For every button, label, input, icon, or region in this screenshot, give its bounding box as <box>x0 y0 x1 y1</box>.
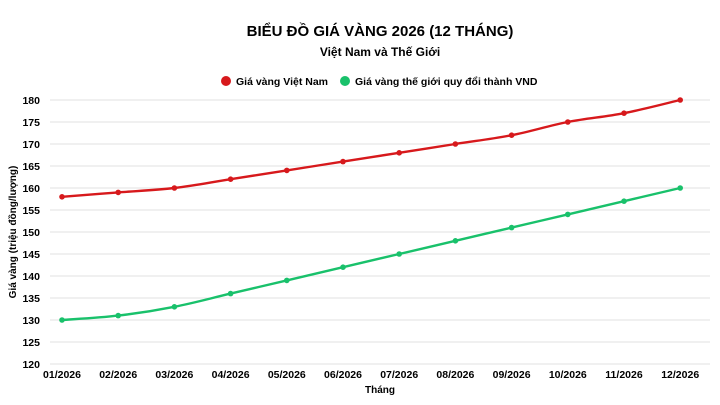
legend-item-world[interactable]: Giá vàng thế giới quy đổi thành VND <box>340 76 538 88</box>
legend-item-vietnam[interactable]: Giá vàng Việt Nam <box>221 76 328 88</box>
point-vietnam-12 <box>677 97 683 103</box>
point-vietnam-2 <box>115 189 121 196</box>
point-world-1 <box>59 317 65 323</box>
point-vietnam-11 <box>621 110 627 116</box>
point-world-10 <box>565 211 571 218</box>
point-world-7 <box>396 251 403 257</box>
y-tick-label: 165 <box>22 161 40 173</box>
y-tick-label: 120 <box>22 359 40 371</box>
legend: Giá vàng Việt Nam Giá vàng thế giới quy … <box>221 76 538 88</box>
y-tick-label: 145 <box>22 249 40 261</box>
point-world-5 <box>284 277 290 284</box>
chart-subtitle: Việt Nam và Thế Giới <box>320 45 440 59</box>
x-axis-ticks: 01/2026 02/2026 03/2026 04/2026 05/2026 06/20… <box>43 369 699 381</box>
x-tick-label: 04/2026 <box>212 369 250 381</box>
point-world-9 <box>508 224 515 231</box>
chart-title: BIỂU ĐỒ GIÁ VÀNG 2026 (12 THÁNG) <box>247 22 514 40</box>
point-vietnam-10 <box>565 119 571 125</box>
point-world-12 <box>677 185 683 191</box>
x-tick-label: 10/2026 <box>549 369 587 381</box>
point-world-11 <box>621 198 627 204</box>
legend-marker-world <box>340 76 350 86</box>
x-tick-label: 11/2026 <box>605 369 643 381</box>
point-vietnam-3 <box>171 185 178 191</box>
x-tick-label: 06/2026 <box>324 369 362 381</box>
point-vietnam-1 <box>59 194 65 200</box>
point-vietnam-9 <box>508 132 515 138</box>
point-vietnam-7 <box>396 150 403 156</box>
series-line-vietnam <box>60 98 682 198</box>
point-vietnam-8 <box>452 141 459 147</box>
point-world-6 <box>340 264 346 271</box>
point-vietnam-5 <box>284 167 290 174</box>
point-world-4 <box>227 290 234 297</box>
y-tick-label: 130 <box>22 315 40 327</box>
grid-lines <box>50 99 710 365</box>
y-tick-label: 150 <box>22 227 40 239</box>
y-tick-label: 175 <box>22 117 40 129</box>
x-tick-label: 08/2026 <box>436 369 474 381</box>
y-tick-label: 125 <box>22 337 40 349</box>
point-world-3 <box>171 304 178 310</box>
series-layer <box>59 97 683 323</box>
y-tick-label: 160 <box>22 183 40 195</box>
legend-marker-vietnam <box>221 76 231 86</box>
y-tick-label: 155 <box>22 205 40 217</box>
y-tick-label: 135 <box>22 293 40 305</box>
point-world-2 <box>115 312 121 319</box>
y-tick-label: 180 <box>22 95 40 107</box>
point-world-8 <box>452 238 459 244</box>
x-tick-label: 03/2026 <box>155 369 193 381</box>
x-tick-label: 02/2026 <box>99 369 137 381</box>
y-tick-label: 140 <box>22 271 40 283</box>
x-tick-label: 12/2026 <box>661 369 699 381</box>
x-tick-label: 09/2026 <box>493 369 531 381</box>
x-tick-label: 01/2026 <box>43 369 81 381</box>
series-line-world <box>60 186 682 322</box>
y-axis-label: Giá vàng (triệu đồng/lượng) <box>7 166 19 299</box>
point-vietnam-4 <box>227 176 234 182</box>
legend-label-vietnam: Giá vàng Việt Nam <box>236 76 328 88</box>
point-vietnam-6 <box>340 158 346 165</box>
x-axis-label: Tháng <box>365 385 395 396</box>
x-tick-label: 07/2026 <box>380 369 418 381</box>
legend-label-world: Giá vàng thế giới quy đổi thành VND <box>355 76 538 88</box>
y-axis-ticks: 120 125 130 135 140 145 150 155 160 165 170 175 180 <box>22 95 40 371</box>
x-tick-label: 05/2026 <box>268 369 306 381</box>
y-tick-label: 170 <box>22 139 40 151</box>
